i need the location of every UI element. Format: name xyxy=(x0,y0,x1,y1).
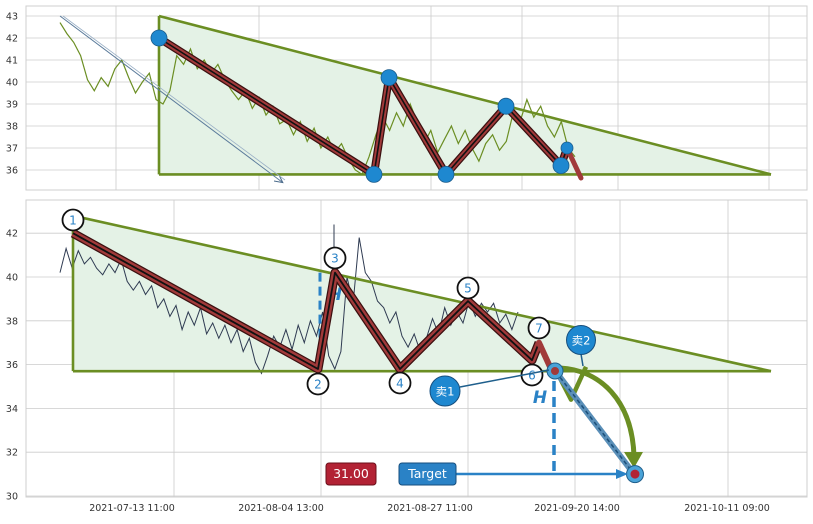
overview-y-tick-label: 42 xyxy=(6,34,18,45)
overview-y-tick-label: 37 xyxy=(6,144,18,155)
detail-price-line xyxy=(59,237,519,375)
pivot-label-circle xyxy=(61,208,85,232)
overview-y-tick-label: 39 xyxy=(6,100,18,111)
overview-pivot-point xyxy=(150,29,168,47)
sell-1-pointer xyxy=(459,369,550,388)
pivot-label-circle xyxy=(323,246,347,270)
target-value-box xyxy=(325,462,377,486)
detail-y-tick-label: 38 xyxy=(6,316,18,327)
overview-diagonal-arrow-shadow xyxy=(62,15,286,181)
target-label: Target xyxy=(407,466,447,481)
x-tick-label: 2021-07-13 11:00 xyxy=(89,503,175,514)
target-label-box xyxy=(398,462,457,486)
overview-pivot-point xyxy=(497,97,515,115)
projection-curve-arrowhead xyxy=(624,452,643,468)
height-label-right: H xyxy=(533,388,547,408)
target-value-label: 31.00 xyxy=(333,466,369,481)
detail-y-tick-label: 34 xyxy=(6,404,18,415)
overview-pivot-point xyxy=(560,141,574,155)
target-point-core xyxy=(630,469,640,479)
detail-y-tick-label: 30 xyxy=(6,492,18,503)
pivot-label-circle xyxy=(306,372,330,396)
overview-y-tick-label: 38 xyxy=(6,122,18,133)
pivot-label: 4 xyxy=(396,377,404,391)
pivot-label: 6 xyxy=(528,369,536,383)
pivot-label: 2 xyxy=(314,378,322,392)
target-arrowhead xyxy=(616,469,628,479)
pivot-label-circle xyxy=(388,371,412,395)
projection-path-inner xyxy=(555,371,635,475)
pivot-label: 5 xyxy=(464,282,472,296)
overview-upper-trendline xyxy=(158,14,772,176)
x-tick-label: 2021-08-04 13:00 xyxy=(238,503,324,514)
detail-y-tick-label: 42 xyxy=(6,229,18,240)
pivot-label-circle xyxy=(527,316,551,340)
detail-y-tick-label: 40 xyxy=(6,273,18,284)
x-tick-label: 2021-09-20 14:00 xyxy=(534,503,620,514)
detail-trend-path-core xyxy=(72,232,540,370)
projection-curve-arrow xyxy=(559,365,637,457)
x-tick-label: 2021-08-27 11:00 xyxy=(387,503,473,514)
overview-diagonal-arrow xyxy=(59,15,282,182)
overview-y-tick-label: 41 xyxy=(6,56,18,67)
overview-pivot-point xyxy=(552,157,570,175)
sell-2-label: 卖2 xyxy=(572,334,591,348)
overview-pivot-point xyxy=(365,165,383,183)
pivot-label: 7 xyxy=(535,322,543,336)
pivot-label-circle xyxy=(456,276,480,300)
sell-1-badge xyxy=(429,375,461,407)
overview-pivot-point xyxy=(380,69,398,86)
sell-2-badge xyxy=(566,325,596,355)
overview-y-tick-label: 36 xyxy=(6,166,18,177)
sell-1-label: 卖1 xyxy=(436,385,455,399)
overview-y-tick-label: 40 xyxy=(6,78,18,89)
detail-upper-trendline xyxy=(72,214,772,373)
overview-y-tick-label: 43 xyxy=(6,12,18,23)
detail-y-tick-label: 36 xyxy=(6,360,18,371)
breakout-point-core xyxy=(551,367,559,375)
x-tick-label: 2021-10-11 09:00 xyxy=(684,503,770,514)
sell-2-pointer xyxy=(580,353,584,367)
overview-pivot-point xyxy=(437,165,455,183)
pivot-label: 3 xyxy=(331,252,339,266)
detail-y-tick-label: 32 xyxy=(6,448,18,459)
pivot-label: 1 xyxy=(69,214,77,228)
